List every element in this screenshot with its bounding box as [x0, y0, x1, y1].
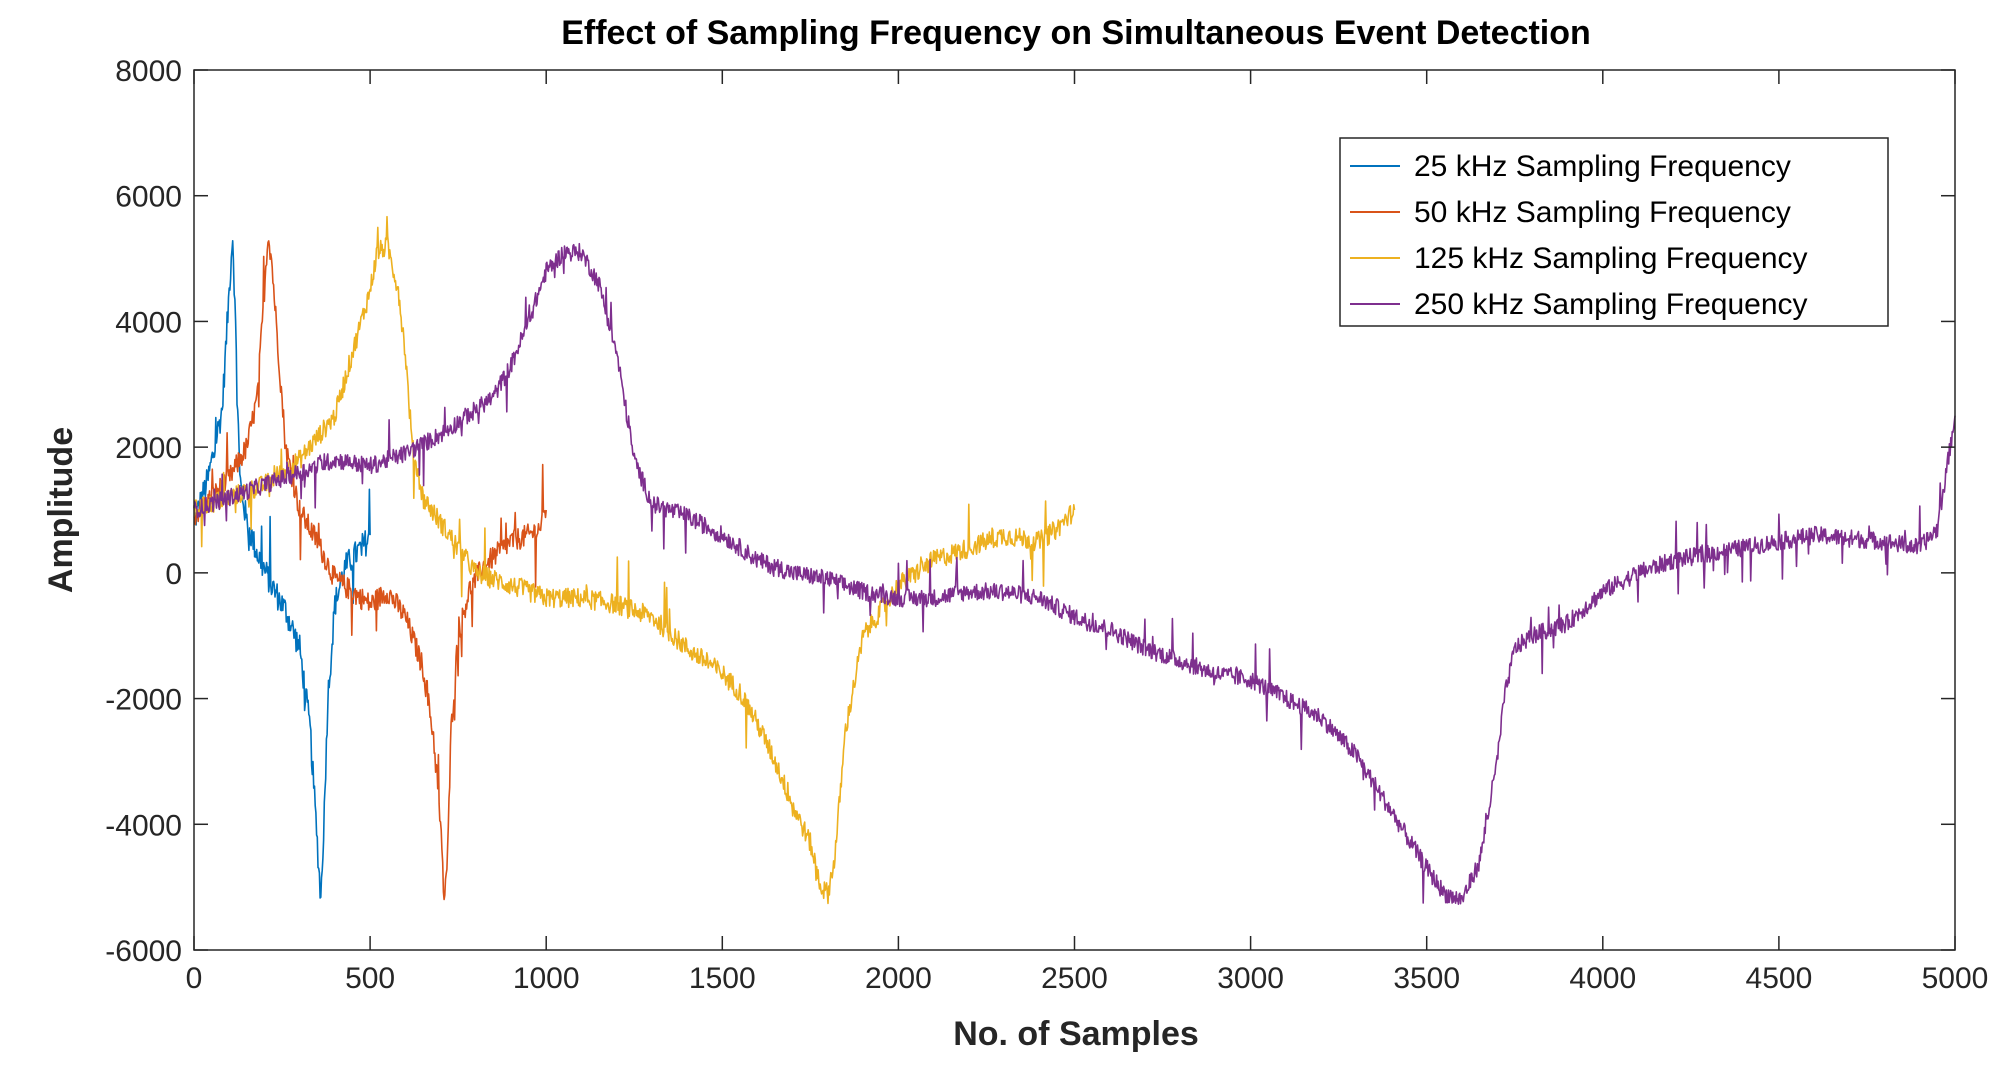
y-tick-label: 8000: [115, 55, 182, 88]
x-tick-label: 1500: [689, 962, 756, 995]
x-tick-label: 500: [345, 962, 395, 995]
series-line-3: [193, 215, 1076, 905]
x-tick-label: 0: [186, 962, 203, 995]
x-tick-label: 1000: [513, 962, 580, 995]
y-tick-label: 4000: [115, 306, 182, 339]
y-tick-label: 2000: [115, 432, 182, 465]
series-layer: [193, 215, 1956, 906]
y-tick-label: -2000: [105, 684, 182, 717]
legend-label: 25 kHz Sampling Frequency: [1414, 150, 1791, 183]
legend-label: 250 kHz Sampling Frequency: [1414, 288, 1808, 321]
y-tick-label: -4000: [105, 809, 182, 842]
x-tick-label: 3500: [1393, 962, 1460, 995]
chart-title: Effect of Sampling Frequency on Simultan…: [561, 14, 1591, 52]
x-tick-label: 5000: [1922, 962, 1989, 995]
x-tick-label: 4000: [1569, 962, 1636, 995]
y-tick-label: 6000: [115, 181, 182, 214]
x-tick-label: 2000: [865, 962, 932, 995]
y-tick-label: -6000: [105, 935, 182, 968]
x-tick-label: 3000: [1217, 962, 1284, 995]
y-tick-label: 0: [165, 558, 182, 591]
x-axis-title: No. of Samples: [953, 1015, 1199, 1053]
series-line-2: [193, 240, 547, 901]
y-axis-title: Amplitude: [42, 427, 80, 593]
series-line-4: [193, 242, 1956, 906]
x-tick-label: 4500: [1746, 962, 1813, 995]
legend-label: 50 kHz Sampling Frequency: [1414, 196, 1791, 229]
x-tick-label: 2500: [1041, 962, 1108, 995]
legend: 25 kHz Sampling Frequency 50 kHz Sampling…: [1339, 137, 1889, 327]
axis-ticks: 0 500 1000 1500 2000 2500 3000 3500 4000 4500 5000…: [105, 55, 1988, 995]
legend-box: [1339, 137, 1889, 327]
legend-label: 125 kHz Sampling Frequency: [1414, 242, 1808, 275]
